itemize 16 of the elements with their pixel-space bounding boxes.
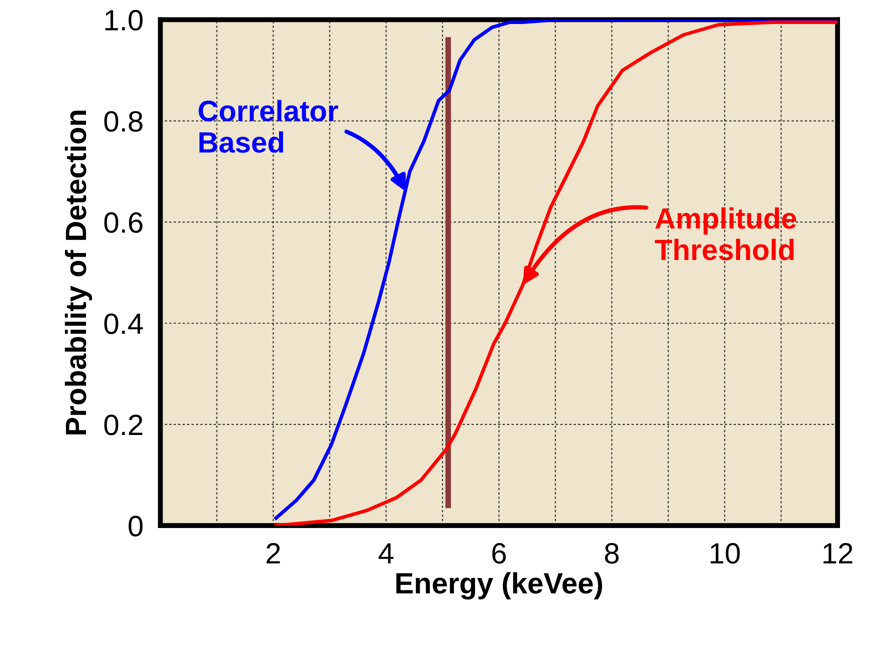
- y-tick-label: 0.6: [104, 212, 142, 233]
- x-tick-label: 2: [266, 543, 280, 564]
- annotation: Correlator Based: [198, 100, 338, 153]
- x-axis-title: Energy (keVee): [396, 572, 602, 600]
- x-tick-label: 6: [492, 543, 506, 564]
- y-tick-label: 0: [128, 516, 143, 536]
- x-tick-label: 8: [604, 543, 619, 564]
- x-tick-label: 10: [710, 543, 740, 564]
- x-tick-label: 12: [824, 543, 852, 564]
- y-tick-label: 0.2: [104, 414, 142, 436]
- y-axis-title: Probability of Detection: [64, 110, 92, 434]
- annotation: Amplitude Threshold: [654, 207, 796, 260]
- y-tick-label: 0.8: [104, 111, 142, 132]
- y-tick-label: 1.0: [105, 10, 143, 31]
- x-tick-label: 4: [378, 543, 394, 564]
- y-tick-label: 0.4: [104, 313, 143, 334]
